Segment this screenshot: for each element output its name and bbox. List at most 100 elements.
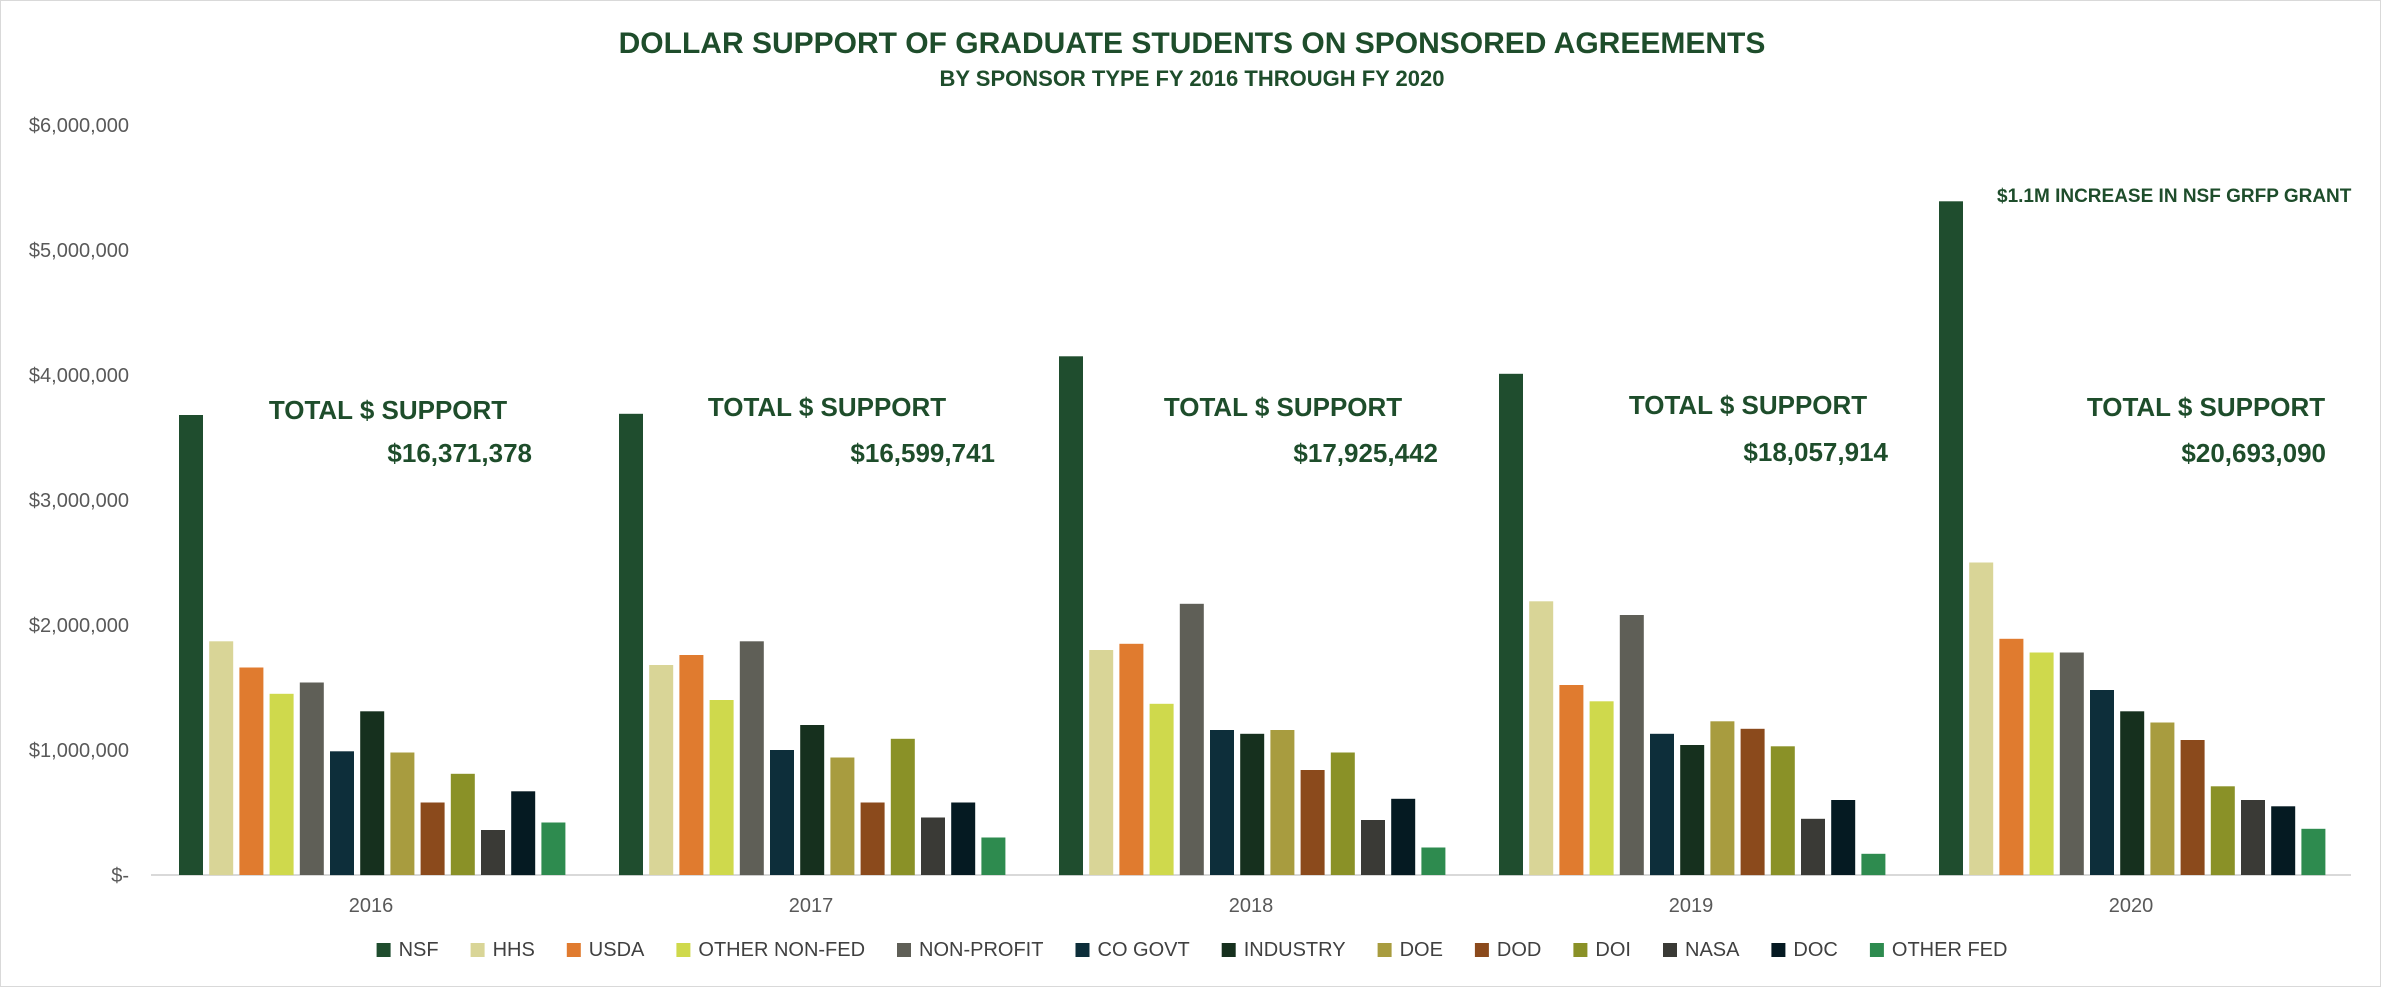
- bar-nasa-2020: [2241, 800, 2265, 875]
- legend-item-usda: USDA: [566, 939, 645, 961]
- bar-doc-2016: [511, 791, 536, 876]
- legend-label: NASA: [1685, 939, 1740, 961]
- x-tick-label: 2020: [2109, 895, 2154, 917]
- legend-swatch: [1075, 943, 1090, 957]
- legend-item-dod: DOD: [1474, 939, 1541, 961]
- bar-dod-2017: [860, 802, 885, 875]
- legend-swatch: [470, 943, 485, 957]
- bar-dod-2019: [1740, 728, 1765, 876]
- bar-industry-2017: [800, 725, 825, 875]
- total-support-value: $17,925,442: [1293, 438, 1438, 468]
- bar-doe-2016: [390, 752, 415, 875]
- bar-non-profit-2020: [2059, 652, 2084, 875]
- total-support-label: TOTAL $ SUPPORT: [269, 395, 507, 425]
- y-tick-label: $3,000,000: [29, 490, 129, 512]
- bar-co-govt-2017: [770, 750, 794, 875]
- bar-nsf-2018: [1059, 356, 1083, 876]
- y-tick-label: $4,000,000: [29, 365, 129, 387]
- bar-doc-2017: [951, 802, 976, 875]
- annotations: TOTAL $ SUPPORT $16,371,378 TOTAL $ SUPPOR…: [269, 390, 2326, 468]
- legend-item-other-fed: OTHER FED: [1869, 939, 2008, 961]
- legend-label: DOD: [1497, 939, 1541, 961]
- bar-industry-2020: [2120, 711, 2145, 876]
- legend-label: INDUSTRY: [1244, 939, 1346, 961]
- x-tick-label: 2016: [349, 895, 394, 917]
- total-support-value: $16,371,378: [387, 438, 532, 468]
- bar-doc-2018: [1391, 798, 1416, 876]
- bar-hhs-2017: [649, 665, 674, 875]
- callout-annotation: $1.1M INCREASE IN NSF GRFP GRANT: [1997, 186, 2352, 207]
- bar-non-profit-2016: [299, 682, 324, 875]
- bar-nsf-2016: [179, 415, 203, 875]
- legend-label: HHS: [493, 939, 535, 961]
- legend-item-doc: DOC: [1771, 939, 1838, 961]
- legend-label: NON-PROFIT: [919, 939, 1043, 961]
- bar-non-profit-2017: [739, 641, 764, 876]
- bar-dod-2018: [1300, 770, 1325, 875]
- bar-doe-2018: [1270, 730, 1295, 875]
- legend-label: NSF: [399, 939, 439, 961]
- legend-swatch: [1869, 943, 1884, 957]
- bar-dod-2020: [2180, 740, 2205, 875]
- x-tick-label: 2018: [1229, 895, 1274, 917]
- bar-other-non-fed-2019: [1589, 701, 1614, 876]
- legend-swatch: [897, 943, 911, 957]
- total-support-value: $18,057,914: [1743, 437, 1888, 467]
- y-tick-label: $1,000,000: [29, 740, 129, 762]
- bar-other-non-fed-2020: [2029, 652, 2054, 875]
- legend-label: OTHER NON-FED: [698, 939, 865, 961]
- legend-item-hhs: HHS: [470, 939, 535, 961]
- bar-other-non-fed-2018: [1149, 703, 1174, 876]
- legend-label: OTHER FED: [1892, 939, 2008, 961]
- legend-swatch: [566, 943, 581, 957]
- legend-item-nasa: NASA: [1663, 939, 1740, 961]
- bar-usda-2016: [239, 667, 264, 875]
- chart-title: DOLLAR SUPPORT OF GRADUATE STUDENTS ON S…: [619, 27, 1766, 60]
- y-tick-label: $-: [111, 865, 129, 887]
- bar-doc-2019: [1831, 800, 1856, 875]
- x-tick-label: 2017: [789, 895, 834, 917]
- bar-nsf-2017: [619, 413, 643, 876]
- total-support-label: TOTAL $ SUPPORT: [1629, 390, 1867, 420]
- bar-doi-2016: [450, 773, 475, 876]
- bar-doi-2019: [1770, 746, 1795, 876]
- bar-non-profit-2019: [1619, 615, 1644, 875]
- bar-hhs-2018: [1089, 650, 1114, 875]
- legend-swatch: [1377, 943, 1392, 957]
- bar-co-govt-2016: [330, 751, 354, 876]
- y-tick-label: $2,000,000: [29, 615, 129, 637]
- bar-usda-2020: [1999, 638, 2024, 876]
- bar-other-fed-2016: [541, 822, 566, 875]
- legend-item-co-govt: CO GOVT: [1075, 939, 1190, 961]
- legend-item-nsf: NSF: [376, 939, 439, 961]
- bar-usda-2017: [679, 655, 704, 875]
- total-support-label: TOTAL $ SUPPORT: [1164, 392, 1402, 422]
- bar-other-non-fed-2016: [269, 693, 294, 876]
- legend-label: DOI: [1595, 939, 1631, 961]
- legend-item-non-profit: NON-PROFIT: [897, 939, 1043, 961]
- bar-doe-2020: [2150, 722, 2175, 875]
- bar-doe-2017: [830, 757, 855, 875]
- bar-hhs-2020: [1969, 562, 1994, 875]
- bar-co-govt-2019: [1650, 733, 1674, 876]
- legend-label: USDA: [589, 939, 645, 961]
- legend-item-doi: DOI: [1573, 939, 1631, 961]
- bar-doe-2019: [1710, 721, 1735, 876]
- bar-nasa-2018: [1361, 820, 1385, 875]
- legend-swatch: [676, 943, 691, 957]
- y-tick-label: $6,000,000: [29, 115, 129, 137]
- legend-swatch: [376, 943, 391, 957]
- bar-industry-2019: [1680, 745, 1705, 875]
- bar-other-non-fed-2017: [709, 700, 734, 875]
- legend-item-industry: INDUSTRY: [1221, 939, 1346, 961]
- x-tick-label: 2019: [1669, 895, 1714, 917]
- x-axis: 2016 2017 2018 2019 2020: [349, 895, 2154, 917]
- bar-nasa-2016: [481, 830, 505, 875]
- bar-dod-2016: [420, 802, 445, 875]
- bar-doi-2020: [2210, 786, 2235, 876]
- total-support-label: TOTAL $ SUPPORT: [708, 392, 946, 422]
- bars: [179, 201, 2326, 876]
- legend-item-doe: DOE: [1377, 939, 1443, 961]
